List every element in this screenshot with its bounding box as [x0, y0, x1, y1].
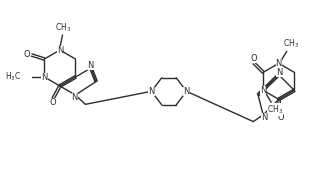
- Text: N: N: [261, 113, 267, 122]
- Text: CH$_3$: CH$_3$: [267, 103, 283, 116]
- Text: O: O: [250, 54, 257, 63]
- Text: N: N: [72, 93, 78, 102]
- Text: N: N: [57, 45, 63, 55]
- Text: N: N: [183, 87, 190, 96]
- Text: N: N: [260, 86, 266, 95]
- Text: CH$_3$: CH$_3$: [55, 21, 71, 34]
- Text: N: N: [87, 61, 93, 70]
- Text: O: O: [278, 113, 284, 122]
- Text: N: N: [276, 59, 282, 68]
- Text: N: N: [41, 73, 47, 81]
- Text: O: O: [24, 50, 30, 59]
- Text: O: O: [49, 98, 56, 107]
- Text: H$_3$C: H$_3$C: [5, 71, 21, 83]
- Text: CH$_3$: CH$_3$: [283, 38, 299, 50]
- Text: N: N: [148, 87, 155, 96]
- Text: N: N: [276, 68, 283, 77]
